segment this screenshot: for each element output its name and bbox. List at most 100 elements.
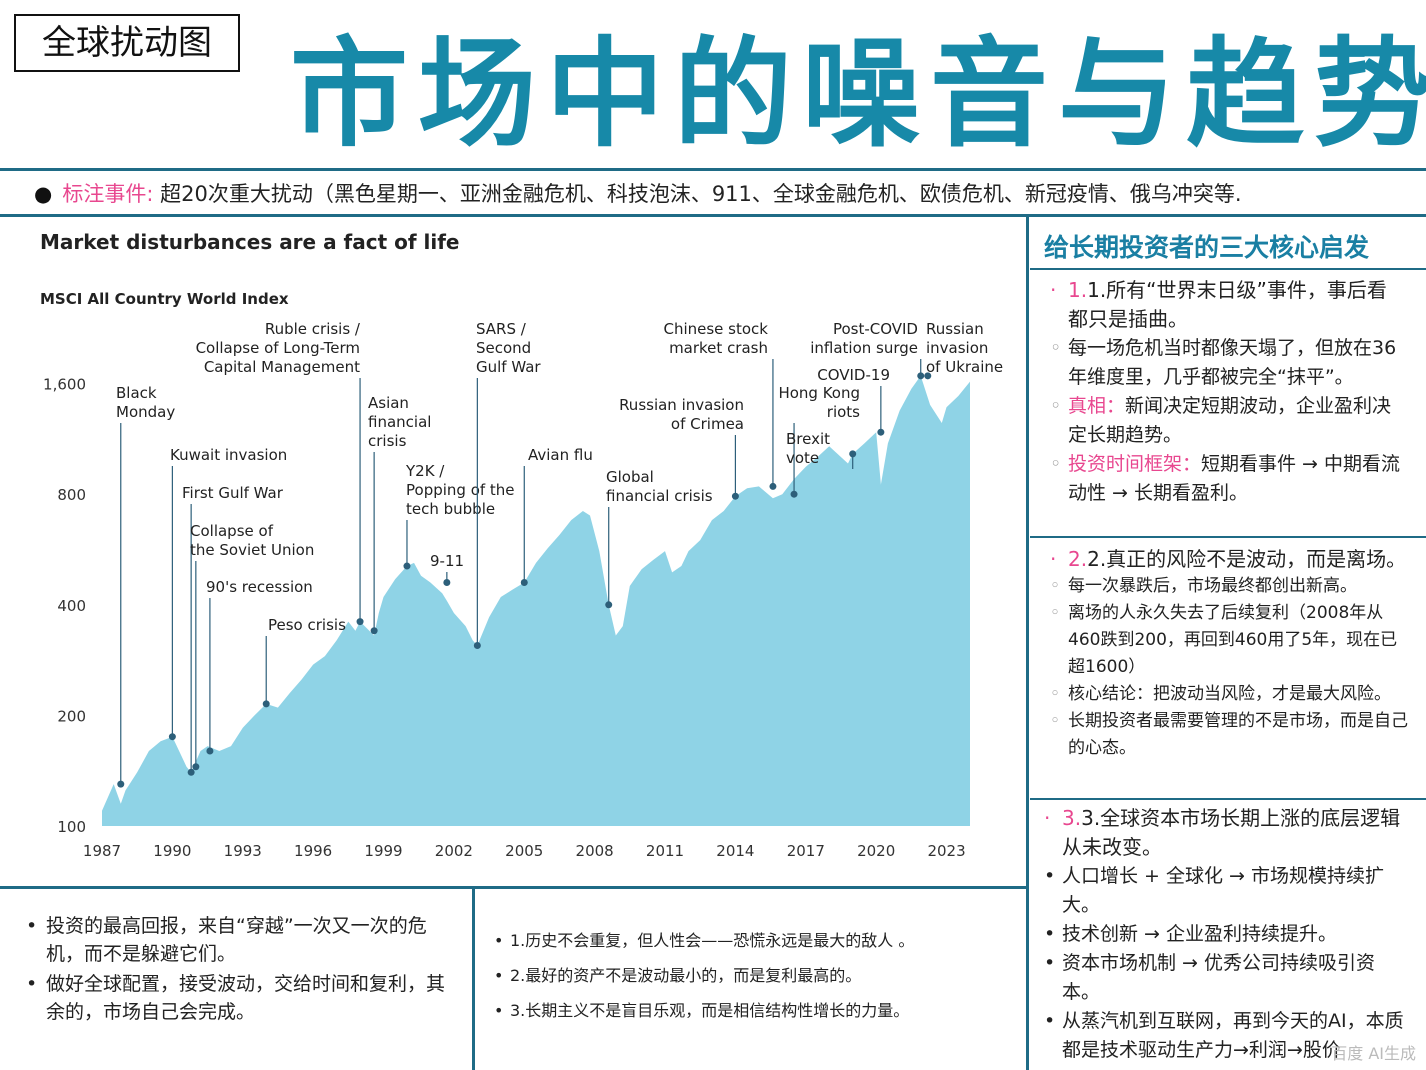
annotation-label: Y2K /: [405, 462, 445, 480]
divider: [1030, 798, 1426, 800]
annotation-marker: [769, 482, 777, 490]
annotation-marker: [917, 372, 925, 380]
page-title: 市场中的噪音与趋势: [290, 25, 1426, 163]
annotation-label: invasion: [926, 339, 988, 357]
divider: [1030, 268, 1426, 270]
index-area: [102, 375, 970, 826]
events-line: ● 标注事件: 超20次重大扰动（黑色星期一、亚洲金融危机、科技泡沫、911、全球…: [34, 176, 1242, 212]
annotation-label: Peso crisis: [268, 616, 346, 634]
insight-3-point: 技术创新 → 企业盈利持续提升。: [1062, 923, 1337, 945]
insight-2-point: 核心结论：把波动当风险，才是最大风险。: [1068, 684, 1391, 704]
annotation-label: COVID-19: [817, 366, 890, 384]
annotation-label: vote: [786, 449, 819, 467]
x-tick-label: 1999: [364, 842, 402, 860]
insight-1: · 1.1.所有“世界末日级”事件，事后看都只是插曲。 ◦ 每一场危机当时都像天塌了…: [1050, 278, 1401, 504]
insight-1-point: 新闻决定短期波动，企业盈利决定长期趋势。: [1068, 395, 1392, 446]
annotation-label: 9-11: [430, 552, 464, 570]
bullet: ●: [34, 182, 53, 206]
y-tick-label: 100: [57, 818, 86, 836]
takeaway-left: • 投资的最高回报，来自“穿越”一次又一次的危机，而不是躲避它们。 • 做好全球配置…: [26, 915, 446, 1023]
annotation-marker: [192, 763, 200, 771]
area-chart: 100 200 400 800 1,600 1987 1990 1993 1996 1999 200…: [43, 320, 1003, 860]
x-tick-label: 2008: [576, 842, 614, 860]
corner-tag: 全球扰动图: [14, 14, 240, 72]
annotation-label: financial crisis: [606, 487, 713, 505]
annotation-label: Monday: [116, 403, 175, 421]
x-tick-label: 2014: [716, 842, 754, 860]
divider: [0, 886, 1028, 889]
insight-2-point: 每一次暴跌后，市场最终都创出新高。: [1068, 576, 1357, 596]
x-tick-label: 2005: [505, 842, 543, 860]
annotation-marker: [443, 579, 451, 587]
events-label: 标注事件:: [62, 182, 154, 206]
x-tick-label: 2023: [927, 842, 965, 860]
insight-3-point: 人口增长 + 全球化 → 市场规模持续扩大。: [1062, 865, 1384, 916]
annotation-label: Capital Management: [204, 358, 360, 376]
annotation-label: Black: [116, 384, 157, 402]
divider: [1026, 216, 1029, 1070]
annotation-label: the Soviet Union: [190, 541, 314, 559]
events-text: 超20次重大扰动（黑色星期一、亚洲金融危机、科技泡沫、911、全球金融危机、欧债…: [160, 182, 1242, 206]
y-tick-label: 800: [57, 486, 86, 504]
x-tick-label: 1990: [153, 842, 191, 860]
divider: [0, 214, 1426, 217]
annotation-marker: [731, 492, 739, 500]
insight-2-point: 离场的人永久失去了后续复利（2008年从460跌到200，再回到460用了5年，…: [1068, 603, 1398, 677]
annotation-label: Collapse of: [190, 522, 274, 540]
annotation-marker: [206, 747, 214, 755]
annotation-label: Chinese stock: [663, 320, 768, 338]
annotation-label: Popping of the: [406, 481, 515, 499]
annotation-marker: [473, 641, 481, 649]
annotation-label: Hong Kong: [778, 384, 860, 402]
truth-label: 真相：: [1068, 395, 1126, 417]
x-tick-label: 1996: [294, 842, 332, 860]
insight-1-head: 1.所有“世界末日级”事件，事后看都只是插曲。: [1068, 278, 1387, 331]
y-tick-label: 1,600: [43, 376, 86, 394]
annotation-label: of Ukraine: [926, 358, 1003, 376]
insight-1-point: 每一场危机当时都像天塌了，但放在36年维度里，几乎都被完全“抹平”。: [1068, 337, 1397, 388]
annotation-marker: [790, 490, 798, 498]
annotation-label: market crash: [669, 339, 768, 357]
annotation-marker: [849, 450, 857, 458]
takeaway-point: 投资的最高回报，来自“穿越”一次又一次的危机，而不是躲避它们。: [46, 915, 427, 965]
insights-title: 给长期投资者的三大核心启发: [1044, 233, 1370, 262]
y-tick-label: 400: [57, 597, 86, 615]
insight-2-head: 2.真正的风险不是波动，而是离场。: [1087, 547, 1407, 571]
annotation-marker: [168, 733, 176, 741]
annotation-label: Post-COVID: [833, 320, 918, 338]
annotation-label: Collapse of Long-Term: [196, 339, 360, 357]
annotation-marker: [924, 372, 932, 380]
annotation-label: crisis: [368, 432, 407, 450]
annotation-label: Second: [476, 339, 531, 357]
annotation-label: Asian: [368, 394, 409, 412]
x-tick-label: 1993: [224, 842, 262, 860]
annotation-marker: [117, 780, 125, 788]
annotation-label: Gulf War: [476, 358, 541, 376]
insight-1-point: 短期看事件 → 中期看流动性 → 长期看盈利。: [1068, 453, 1401, 504]
divider: [472, 886, 475, 1070]
annotation-marker: [520, 579, 528, 587]
lesson-2: 2.最好的资产不是波动最小的，而是复利最高的。: [510, 966, 862, 985]
annotation-label: Ruble crisis /: [265, 320, 361, 338]
annotation-marker: [403, 562, 411, 570]
chart-title: Market disturbances are a fact of life: [40, 230, 460, 254]
annotation-marker: [356, 618, 364, 626]
divider: [1030, 536, 1426, 538]
annotation-label: tech bubble: [406, 500, 495, 518]
watermark: 百度 AI生成: [1331, 1044, 1416, 1063]
annotation-label: 90's recession: [206, 578, 313, 596]
takeaway-middle: • 1.历史不会重复，但人性会——恐慌永远是最大的敌人 。 • 2.最好的资产不是波…: [494, 931, 915, 1020]
insight-3-point: 从蒸汽机到互联网，再到今天的AI，本质都是技术驱动生产力→利润→股价: [1062, 1010, 1404, 1061]
insight-2: · 2.2.真正的风险不是波动，而是离场。 ◦ 每一次暴跌后，市场最终都创出新高。 …: [1050, 547, 1408, 758]
chart-subtitle: MSCI All Country World Index: [40, 290, 289, 308]
annotation-label: Brexit: [786, 430, 830, 448]
insight-2-point: 长期投资者最需要管理的不是市场，而是自己的心态。: [1068, 711, 1408, 758]
annotation-label: financial: [368, 413, 431, 431]
annotation-marker: [877, 428, 885, 436]
x-tick-label: 2011: [646, 842, 684, 860]
annotation-label: of Crimea: [671, 415, 744, 433]
annotation-marker: [370, 627, 378, 635]
y-tick-label: 200: [57, 707, 86, 725]
insight-3-point: 资本市场机制 → 优秀公司持续吸引资本。: [1062, 952, 1375, 1003]
divider: [0, 168, 1426, 171]
